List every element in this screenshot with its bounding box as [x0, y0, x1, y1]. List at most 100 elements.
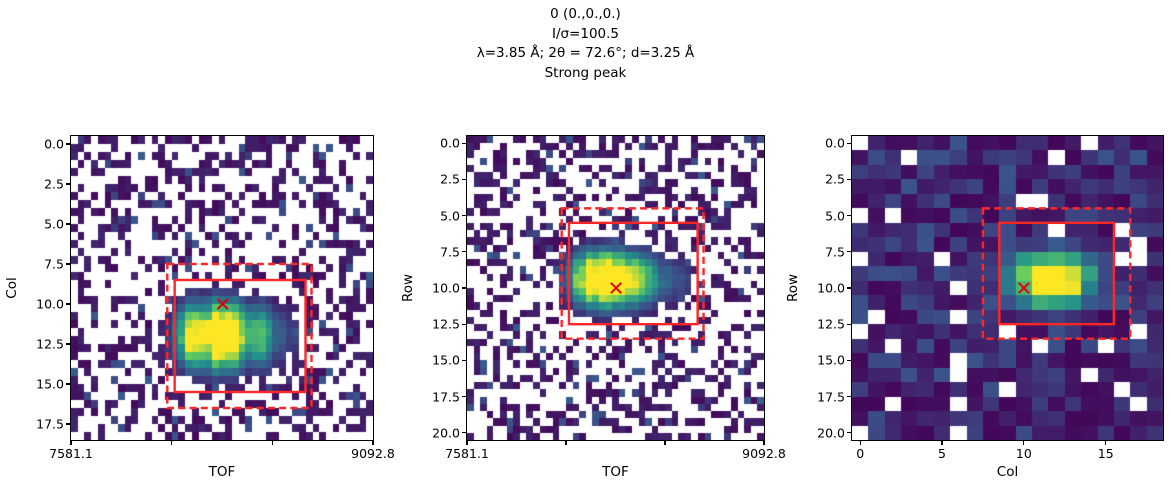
background-region-box-dashed	[166, 262, 313, 410]
heatmap-plot	[466, 135, 765, 441]
title-intensity-over-sigma: I/σ=100.5	[551, 25, 620, 42]
y-tick-label: 15.0	[817, 352, 845, 368]
plot-overlay	[166, 262, 313, 410]
y-tick-label: 17.5	[817, 389, 845, 405]
x-tick-mark	[171, 441, 173, 445]
heatmap-canvas	[467, 136, 764, 440]
y-tick-label: 2.5	[825, 171, 845, 187]
integration-region-box-solid	[998, 221, 1116, 326]
integration-region-box-solid	[173, 278, 307, 394]
y-tick-mark	[847, 395, 851, 398]
title-peak-index-hkl: 0 (0.,0.,0.)	[550, 6, 621, 22]
x-tick-label: 9092.8	[742, 446, 786, 461]
x-tick-mark	[664, 441, 666, 445]
y-tick-mark	[66, 223, 70, 225]
y-tick-mark	[66, 343, 70, 345]
y-axis-label: Col	[4, 277, 20, 299]
heatmap-canvas	[71, 136, 373, 440]
y-tick-mark	[847, 215, 851, 217]
y-tick-mark	[847, 432, 851, 434]
x-tick-mark	[941, 441, 943, 445]
y-tick-label: 17.5	[36, 416, 64, 432]
y-tick-mark	[462, 323, 466, 325]
x-axis-label: Col	[996, 464, 1019, 480]
x-axis-label: TOF	[208, 464, 236, 480]
y-tick-mark	[847, 178, 851, 181]
y-tick-label: 15.0	[432, 352, 460, 368]
y-tick-mark	[462, 215, 466, 217]
x-tick-mark	[859, 441, 861, 445]
x-tick-mark	[763, 441, 765, 445]
y-tick-mark	[66, 263, 70, 265]
y-tick-label: 5.0	[44, 216, 64, 232]
y-tick-mark	[66, 423, 70, 425]
y-tick-mark	[66, 183, 70, 185]
y-tick-label: 0.0	[825, 135, 845, 151]
y-tick-label: 5.0	[440, 208, 460, 224]
y-axis-label: Row	[400, 273, 416, 303]
y-tick-mark	[462, 287, 466, 289]
y-tick-mark	[847, 251, 851, 253]
integration-region-box-solid	[567, 221, 699, 326]
y-tick-label: 12.5	[817, 316, 845, 332]
y-tick-label: 2.5	[44, 176, 64, 192]
x-tick-mark	[1105, 441, 1107, 445]
y-tick-mark	[847, 359, 851, 361]
heatmap-canvas	[852, 136, 1163, 440]
y-tick-mark	[66, 303, 70, 305]
y-tick-mark	[66, 383, 70, 385]
title-peak-strength: Strong peak	[544, 64, 627, 81]
y-tick-label: 15.0	[36, 376, 64, 392]
y-tick-mark	[462, 251, 466, 253]
peak-center-x-marker	[1017, 282, 1030, 294]
x-tick-mark	[565, 441, 567, 445]
y-tick-mark	[462, 395, 466, 398]
y-tick-label: 10.0	[817, 280, 845, 296]
x-axis-label: TOF	[602, 464, 629, 480]
x-tick-mark	[271, 441, 273, 445]
x-tick-label: 0	[856, 446, 865, 461]
y-tick-label: 5.0	[825, 208, 845, 224]
y-tick-mark	[462, 359, 466, 361]
y-tick-mark	[462, 178, 466, 181]
y-tick-label: 7.5	[440, 244, 460, 260]
peak-center-x-marker	[610, 282, 623, 294]
y-axis-label: Row	[785, 273, 801, 303]
x-tick-mark	[70, 441, 72, 445]
title-lambda-twotheta-dspacing: λ=3.85 Å; 2θ = 72.6°; d=3.25 Å	[476, 45, 695, 61]
background-region-box-dashed	[981, 207, 1132, 340]
y-tick-mark	[847, 323, 851, 325]
x-tick-label: 9092.8	[351, 446, 395, 461]
y-tick-mark	[462, 142, 466, 144]
y-tick-mark	[66, 143, 70, 145]
x-tick-label: 5	[938, 446, 946, 461]
y-tick-mark	[462, 432, 466, 434]
y-tick-mark	[847, 142, 851, 144]
x-tick-label: 15	[1097, 446, 1114, 461]
y-tick-label: 2.5	[440, 171, 460, 187]
x-tick-mark	[1023, 441, 1025, 445]
figure-title: 0 (0.,0.,0.) I/σ=100.5 λ=3.85 Å; 2θ = 72…	[0, 5, 1171, 83]
y-tick-label: 17.5	[432, 389, 460, 405]
plot-overlay	[981, 207, 1132, 340]
y-tick-label: 20.0	[817, 425, 845, 441]
y-tick-label: 12.5	[36, 336, 64, 352]
x-tick-mark	[466, 441, 468, 445]
heatmap-plot	[851, 135, 1164, 441]
heatmap-plot	[70, 135, 374, 441]
peak-center-x-marker	[216, 298, 229, 310]
y-tick-label: 0.0	[44, 136, 64, 152]
y-tick-label: 10.0	[36, 296, 64, 312]
y-tick-label: 0.0	[440, 135, 460, 151]
plot-overlay	[560, 207, 705, 340]
x-tick-label: 10	[1015, 446, 1032, 461]
x-tick-label: 7581.1	[445, 446, 489, 461]
y-tick-label: 7.5	[44, 256, 64, 272]
background-region-box-dashed	[560, 207, 705, 340]
x-tick-mark	[372, 441, 374, 445]
x-tick-label: 7581.1	[49, 446, 93, 461]
y-tick-mark	[847, 287, 851, 289]
y-tick-label: 10.0	[432, 280, 460, 296]
y-tick-label: 7.5	[825, 244, 845, 260]
